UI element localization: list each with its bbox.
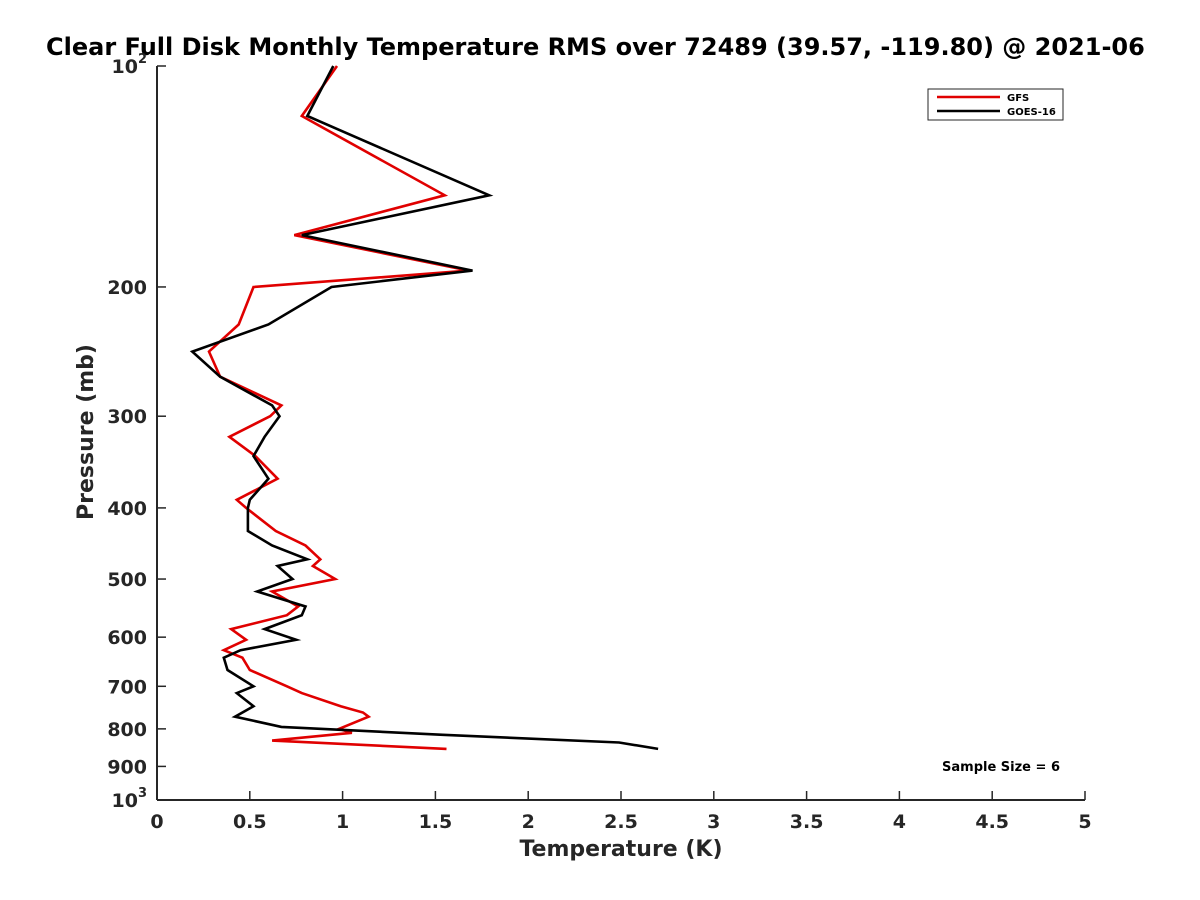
legend-box — [927, 88, 1064, 121]
x-tick-label: 3.5 — [790, 811, 824, 833]
y-tick-label: 200 — [107, 277, 147, 299]
sample-size-annotation: Sample Size = 6 — [942, 760, 1060, 775]
y-tick-label: 900 — [107, 756, 147, 778]
legend: GFS GOES-16 — [927, 88, 1064, 121]
x-tick-label: 4.5 — [975, 811, 1009, 833]
legend-entry-gfs: GFS — [1007, 93, 1029, 104]
x-tick-label: 3 — [707, 811, 720, 833]
y-tick-exponent: 3 — [138, 786, 147, 801]
x-axis-label: Temperature (K) — [519, 837, 722, 862]
series-line-goes-16 — [189, 65, 659, 751]
x-tick-label: 5 — [1078, 811, 1091, 833]
y-tick-exponent: 2 — [138, 52, 147, 67]
series-lines — [189, 65, 659, 751]
y-tick-label: 300 — [107, 406, 147, 428]
y-tick-label: 102 — [112, 52, 148, 78]
x-tick-label: 1.5 — [419, 811, 453, 833]
x-tick-label: 0.5 — [233, 811, 267, 833]
x-tick-label: 2.5 — [604, 811, 638, 833]
x-tick-label: 1 — [336, 811, 349, 833]
chart-title: Clear Full Disk Monthly Temperature RMS … — [46, 33, 1145, 61]
x-tick-label: 0 — [150, 811, 163, 833]
y-tick-label: 400 — [107, 498, 147, 520]
x-axis-ticks: 0 0.5 1 1.5 2 2.5 3 3.5 4 4.5 5 — [150, 791, 1092, 833]
legend-entry-goes-16: GOES-16 — [1007, 107, 1056, 118]
series-line-gfs — [207, 65, 470, 751]
y-tick-label: 103 — [112, 786, 148, 812]
y-tick-base: 10 — [112, 790, 138, 812]
y-tick-label: 600 — [107, 627, 147, 649]
y-tick-label: 800 — [107, 719, 147, 741]
y-axis-label: Pressure (mb) — [74, 344, 99, 520]
y-tick-label: 500 — [107, 569, 147, 591]
y-tick-base: 10 — [112, 56, 138, 78]
y-tick-label: 700 — [107, 676, 147, 698]
x-tick-label: 4 — [893, 811, 906, 833]
x-tick-label: 2 — [522, 811, 535, 833]
